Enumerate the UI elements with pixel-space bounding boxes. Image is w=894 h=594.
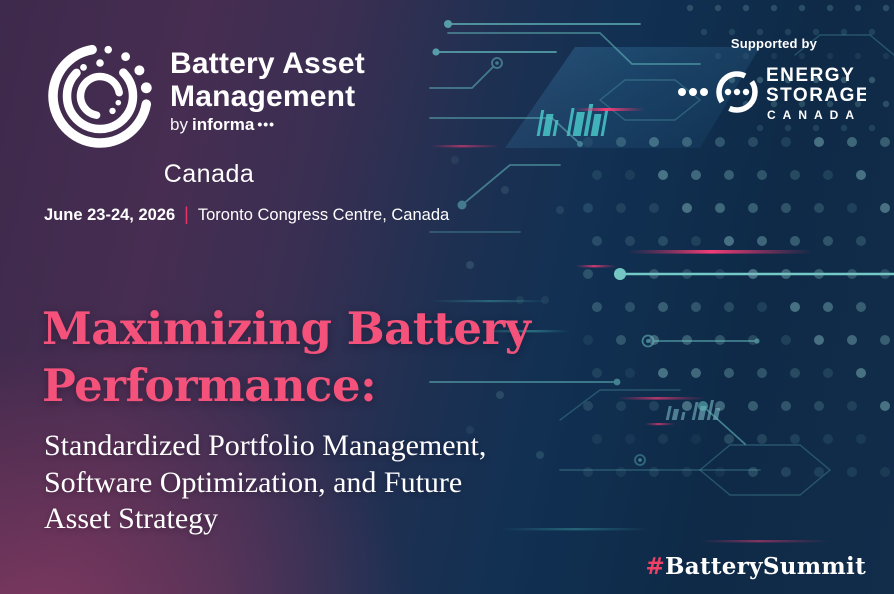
- brand-title-line2: Management: [170, 80, 356, 113]
- sponsor-block: Supported by ENERGY STORAGE CANADA: [676, 36, 872, 129]
- event-dates: June 23-24, 2026: [44, 206, 176, 224]
- subtitle-line3: Asset Strategy: [44, 502, 219, 535]
- barcode-marks: [536, 104, 609, 136]
- event-dateline: June 23-24, 2026 | Toronto Congress Cent…: [44, 204, 450, 226]
- supported-by-label: Supported by: [730, 36, 818, 51]
- subtitle-line1: Standardized Portfolio Management,: [44, 429, 487, 462]
- byline-name: informa: [191, 115, 255, 134]
- hashtag-symbol: #: [645, 553, 666, 580]
- subtitle-line2: Software Optimization, and Future: [44, 465, 463, 499]
- battery-asset-management-logo-icon: [48, 44, 152, 148]
- byline-dots-icon: •••: [257, 116, 276, 132]
- barcode-marks-small: [665, 400, 721, 420]
- dateline-separator: |: [184, 204, 189, 224]
- region-label: Canada: [163, 160, 255, 188]
- headline-title: Maximizing Battery Performance:: [42, 300, 531, 414]
- hashtag-text: BatterySummit: [665, 553, 866, 580]
- sponsor-name-line2: STORAGE: [766, 85, 866, 106]
- sponsor-name-line1: ENERGY: [766, 65, 855, 86]
- headline-line1: Maximizing Battery: [42, 302, 531, 355]
- event-hashtag: #BatterySummit: [645, 553, 866, 580]
- brand-logo-block: Battery Asset Management by informa •••: [44, 38, 365, 152]
- event-venue: Toronto Congress Centre, Canada: [197, 206, 450, 224]
- brand-byline: by informa •••: [170, 115, 365, 135]
- energy-storage-canada-logo-icon: ENERGY STORAGE CANADA: [678, 65, 866, 122]
- brand-title-line1: Battery Asset: [170, 47, 365, 80]
- headline-line2: Performance:: [42, 359, 377, 412]
- byline-prefix: by: [170, 115, 188, 134]
- sponsor-name-line3: CANADA: [767, 108, 861, 122]
- headline-subtitle: Standardized Portfolio Management, Softw…: [44, 428, 486, 538]
